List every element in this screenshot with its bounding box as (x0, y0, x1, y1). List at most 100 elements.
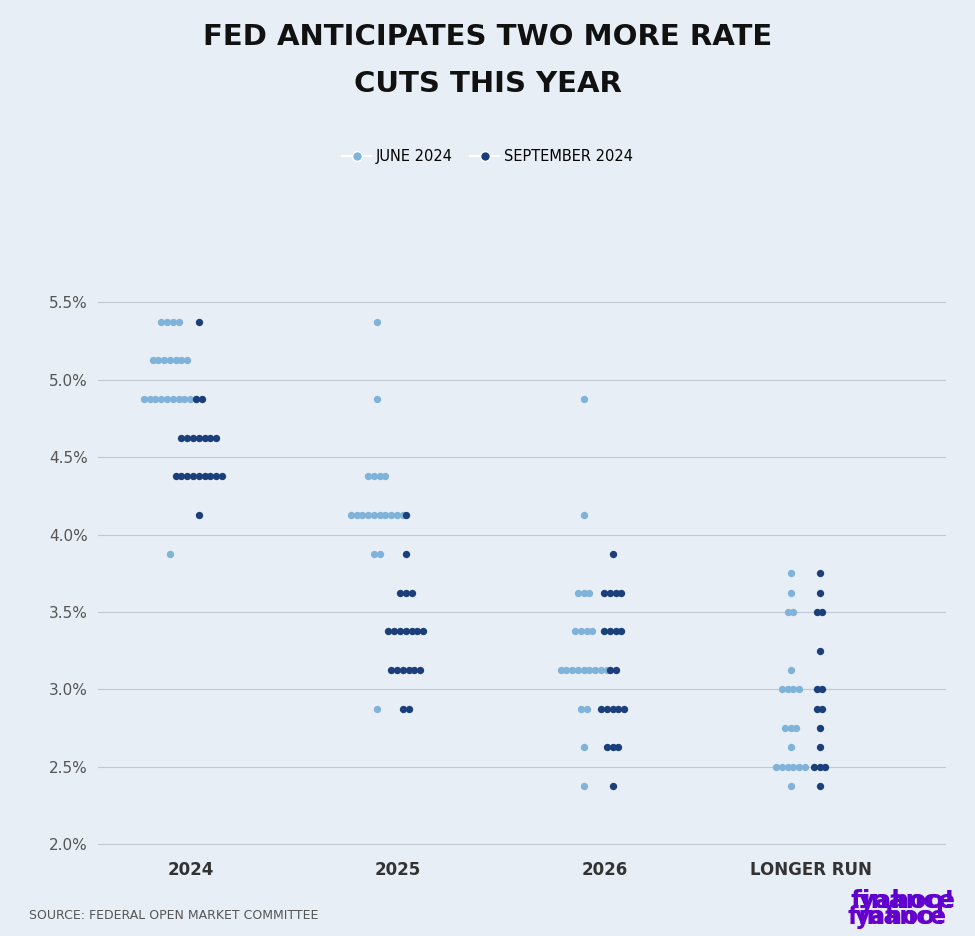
Text: yahoo!: yahoo! (854, 904, 946, 929)
Point (197, 431, 213, 446)
Point (576, 507, 592, 522)
Point (179, 431, 195, 446)
Point (792, 681, 807, 696)
Point (602, 623, 617, 638)
Point (404, 623, 419, 638)
Point (361, 507, 376, 522)
Point (401, 663, 416, 678)
Point (355, 507, 370, 522)
Point (371, 547, 387, 562)
Point (214, 469, 230, 484)
Point (553, 663, 568, 678)
Point (194, 391, 210, 406)
Point (185, 431, 201, 446)
Point (812, 643, 828, 658)
Point (798, 759, 813, 774)
Point (369, 314, 384, 329)
Point (165, 391, 180, 406)
Point (371, 507, 387, 522)
Point (777, 721, 793, 736)
Point (599, 701, 614, 716)
Point (165, 314, 180, 329)
Point (809, 605, 825, 620)
Point (392, 623, 408, 638)
Point (576, 663, 592, 678)
Point (191, 431, 207, 446)
Point (162, 547, 177, 562)
Point (136, 391, 152, 406)
Point (582, 663, 598, 678)
Point (812, 565, 828, 580)
Point (783, 663, 799, 678)
Point (203, 431, 218, 446)
Point (395, 507, 410, 522)
Text: CUTS THIS YEAR: CUTS THIS YEAR (354, 70, 621, 98)
Point (588, 663, 604, 678)
Point (176, 391, 192, 406)
Point (567, 623, 583, 638)
Point (570, 585, 586, 600)
Point (579, 623, 595, 638)
Point (174, 469, 189, 484)
Point (392, 585, 408, 600)
Point (815, 605, 831, 620)
Point (366, 547, 381, 562)
Text: finance: finance (781, 889, 956, 913)
Point (789, 721, 804, 736)
Point (383, 663, 399, 678)
Point (153, 391, 169, 406)
Point (565, 663, 580, 678)
Point (366, 507, 381, 522)
Point (383, 507, 399, 522)
Point (607, 623, 623, 638)
Point (389, 663, 405, 678)
Point (576, 391, 592, 406)
Point (780, 605, 796, 620)
Point (150, 353, 166, 368)
Point (147, 391, 163, 406)
Point (570, 663, 586, 678)
Point (380, 623, 396, 638)
Point (377, 507, 393, 522)
Point (786, 605, 801, 620)
Point (576, 585, 592, 600)
Point (371, 469, 387, 484)
Point (395, 663, 410, 678)
Point (786, 759, 801, 774)
Point (191, 469, 207, 484)
Point (412, 663, 428, 678)
Text: finance: finance (782, 904, 946, 929)
Point (573, 623, 589, 638)
Point (197, 469, 213, 484)
Point (604, 739, 620, 754)
Point (812, 759, 828, 774)
Point (576, 739, 592, 754)
Point (579, 701, 595, 716)
Point (582, 585, 598, 600)
Point (576, 779, 592, 794)
Point (593, 701, 608, 716)
Point (369, 391, 384, 406)
Point (786, 681, 801, 696)
Point (185, 469, 201, 484)
Point (156, 353, 172, 368)
Point (596, 623, 611, 638)
Point (389, 507, 405, 522)
Point (369, 701, 384, 716)
Point (209, 469, 224, 484)
Point (191, 314, 207, 329)
Point (398, 547, 413, 562)
Point (159, 314, 175, 329)
Point (404, 585, 419, 600)
Point (188, 391, 204, 406)
Point (815, 701, 831, 716)
Point (343, 507, 359, 522)
Point (171, 391, 186, 406)
Point (407, 663, 422, 678)
Point (812, 739, 828, 754)
Point (174, 353, 189, 368)
Point (818, 759, 834, 774)
Point (783, 721, 799, 736)
Point (398, 585, 413, 600)
Point (774, 681, 790, 696)
